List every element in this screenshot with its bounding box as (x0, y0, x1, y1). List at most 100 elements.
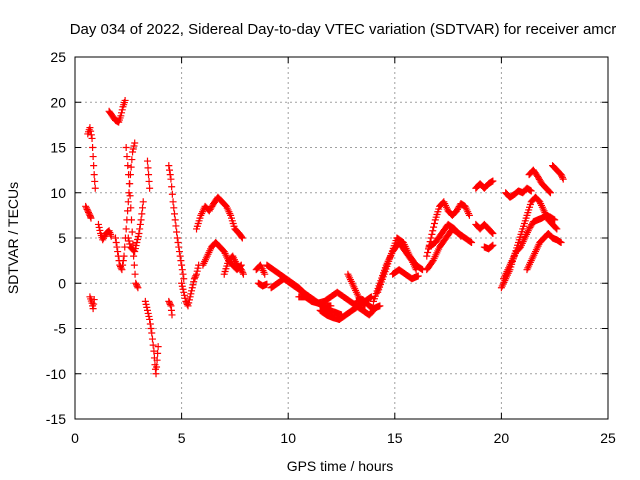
data-point (153, 363, 161, 371)
data-point (120, 252, 128, 260)
data-point (168, 183, 176, 191)
data-point (100, 233, 108, 241)
data-point (125, 237, 133, 245)
data-point (185, 296, 193, 304)
data-point (83, 205, 91, 213)
data-point (87, 214, 95, 222)
x-tick-label: 20 (494, 430, 510, 446)
data-point (167, 175, 175, 183)
data-point (126, 192, 134, 200)
data-point (178, 282, 186, 290)
data-series (82, 96, 567, 378)
data-point (139, 198, 147, 206)
data-point (186, 293, 194, 301)
data-point (85, 208, 93, 216)
data-point (175, 248, 183, 256)
data-point (130, 261, 138, 269)
data-point (237, 266, 245, 274)
data-point (112, 239, 120, 247)
y-tick-label: 5 (58, 230, 66, 246)
data-point (86, 124, 94, 132)
data-point (113, 243, 121, 251)
data-point (143, 303, 151, 311)
data-point (124, 207, 132, 215)
data-point (132, 242, 140, 250)
data-point (239, 270, 247, 278)
data-point (89, 153, 97, 161)
data-point (139, 204, 147, 212)
data-point (527, 187, 535, 195)
data-point (185, 299, 193, 307)
data-point (166, 300, 174, 308)
data-point (146, 315, 154, 323)
data-point (88, 134, 96, 142)
data-point (91, 184, 99, 192)
data-point (90, 296, 98, 304)
data-point (168, 311, 176, 319)
data-point (143, 157, 151, 165)
data-point (166, 171, 174, 179)
x-tick-label: 15 (387, 430, 403, 446)
data-point (137, 216, 145, 224)
data-point (126, 240, 134, 248)
data-point (134, 284, 142, 292)
data-point (128, 156, 136, 164)
y-tick-label: -10 (46, 366, 66, 382)
data-point (468, 239, 476, 247)
data-point (136, 220, 144, 228)
data-point (125, 180, 133, 188)
data-point (99, 236, 107, 244)
data-point (427, 234, 435, 242)
data-point (179, 270, 187, 278)
data-point (489, 229, 497, 237)
data-point (100, 234, 108, 242)
data-point (429, 227, 437, 235)
data-point (188, 284, 196, 292)
data-point (124, 234, 132, 242)
chart-title: Day 034 of 2022, Sidereal Day-to-day VTE… (70, 21, 617, 38)
data-point (169, 198, 177, 206)
y-tick-label: -5 (54, 321, 67, 337)
data-point (428, 230, 436, 238)
data-point (123, 153, 131, 161)
data-point (174, 239, 182, 247)
data-point (153, 356, 161, 364)
x-tick-label: 25 (600, 430, 616, 446)
data-point (129, 145, 137, 153)
data-point (118, 266, 126, 274)
y-tick-label: 20 (50, 94, 66, 110)
data-point (132, 281, 140, 289)
data-point (190, 275, 198, 283)
data-point (82, 204, 90, 212)
data-point (553, 225, 561, 233)
data-point (366, 293, 374, 301)
data-point (423, 252, 431, 260)
data-point (183, 300, 191, 308)
data-point (122, 144, 130, 151)
data-point (467, 238, 475, 246)
data-point (178, 261, 186, 269)
x-tick-label: 5 (178, 430, 186, 446)
data-point (124, 198, 132, 206)
data-point (457, 232, 465, 240)
data-point (144, 164, 152, 172)
data-point (150, 347, 158, 355)
data-point (82, 202, 90, 210)
data-point (557, 171, 565, 179)
data-point (487, 243, 495, 251)
data-point (119, 261, 127, 269)
grid (75, 57, 608, 419)
y-tick-label: 10 (50, 185, 66, 201)
data-point (414, 272, 422, 280)
data-point (194, 264, 202, 272)
data-point (134, 232, 142, 240)
data-point (188, 287, 196, 295)
data-point (127, 163, 135, 171)
data-point (135, 229, 143, 237)
data-point (131, 248, 139, 256)
data-point (122, 225, 130, 233)
data-point (181, 294, 189, 302)
data-point (112, 234, 120, 242)
data-point (148, 329, 156, 337)
